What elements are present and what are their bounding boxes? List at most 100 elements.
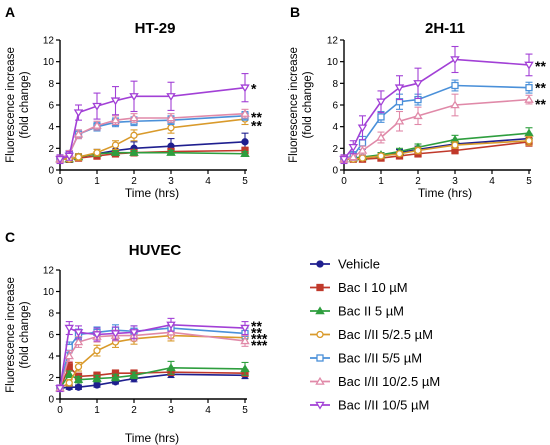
x-tick-label: 3 [168, 176, 174, 187]
data-point [93, 149, 101, 157]
data-point [73, 374, 84, 383]
data-point [73, 329, 84, 338]
x-axis-label: Time (hrs) [125, 186, 179, 200]
data-point [55, 384, 65, 393]
legend-item-bac-i-ii-10-5-m: Bac I/II 10/5 µM [310, 398, 429, 413]
legend-label: Bac I/II 10/5 µM [338, 398, 429, 413]
legend-marker [315, 306, 325, 315]
legend-label: Bac I/II 5/5 µM [338, 351, 422, 366]
data-point [395, 150, 404, 158]
series-bac-i-ii-5-5-m [340, 79, 533, 163]
legend-item-bac-i-ii-5-5-m: Bac I/II 5/5 µM [310, 351, 422, 366]
data-point [348, 152, 358, 161]
legend: Vehicle Bac I 10 µM Bac II 5 µM Bac I/II 5/… [310, 257, 440, 413]
x-tick-label: 0 [341, 176, 347, 187]
y-tick-label: 4 [48, 352, 54, 363]
legend-label: Bac I 10 µM [338, 280, 408, 295]
data-point [110, 330, 121, 339]
data-point [129, 370, 139, 379]
data-point [92, 120, 102, 129]
data-point [64, 369, 74, 378]
series-line [59, 334, 246, 389]
series-line [59, 365, 246, 389]
data-point [348, 143, 358, 152]
data-point [166, 93, 176, 101]
chart-title: 2H-11 [425, 20, 465, 37]
data-point [414, 146, 422, 155]
x-tick-label: 1 [94, 405, 100, 416]
data-point [64, 324, 74, 333]
y-tick-label: 10 [43, 287, 55, 298]
y-axis-label-line: Fluorescence increase [5, 47, 17, 163]
significance-annotation: ** [251, 324, 262, 340]
data-point [129, 148, 139, 156]
data-point [524, 128, 534, 137]
data-point [110, 115, 121, 124]
data-point [240, 336, 250, 345]
data-point [74, 363, 83, 371]
x-tick-label: 3 [452, 176, 458, 187]
x-tick-label: 4 [489, 176, 495, 187]
data-point [92, 331, 102, 340]
data-point [240, 84, 250, 93]
data-point [240, 324, 250, 333]
data-point [73, 129, 84, 138]
data-point [240, 149, 250, 158]
x-tick-label: 5 [242, 176, 248, 187]
y-tick-label: 0 [48, 166, 54, 177]
data-point [451, 81, 459, 90]
data-point [525, 137, 533, 145]
legend-marker [316, 260, 324, 268]
data-point [110, 372, 121, 381]
panel-letter: A [5, 4, 15, 20]
data-point [73, 109, 84, 118]
panel-letter: C [5, 229, 15, 245]
data-point [377, 152, 385, 160]
data-point [377, 113, 385, 121]
y-tick-label: 2 [48, 144, 54, 155]
x-tick-label: 5 [526, 176, 532, 187]
legend-item-bac-i-ii-10-2-5-m: Bac I/II 10/2.5 µM [310, 374, 440, 389]
x-tick-label: 1 [94, 176, 100, 187]
data-point [74, 383, 83, 391]
significance-annotation: ** [251, 109, 262, 125]
legend-marker [315, 401, 325, 410]
x-tick-label: 2 [415, 176, 421, 187]
series-bac-i-ii-10-5-m [55, 73, 250, 165]
data-point [92, 373, 102, 382]
data-point [74, 153, 83, 161]
data-point [524, 61, 534, 70]
significance-annotation: ** [535, 58, 546, 74]
data-point [129, 113, 139, 122]
data-point [167, 124, 175, 132]
data-point [73, 337, 84, 346]
series-line [59, 367, 246, 389]
y-axis-label: Fluorescence increase (fold change) [5, 277, 31, 393]
y-tick-label: 2 [332, 144, 338, 155]
data-point [92, 102, 102, 111]
y-tick-label: 4 [48, 122, 54, 133]
data-point [110, 148, 121, 156]
series-line [59, 331, 246, 389]
data-point [240, 364, 250, 373]
data-point [525, 84, 533, 92]
y-tick-label: 2 [48, 373, 54, 384]
panel-huvec: C HUVEC Fluorescence increase (fold change)… [5, 229, 268, 445]
data-point [166, 113, 176, 122]
significance-annotation: *** [251, 337, 268, 353]
y-tick-label: 8 [48, 79, 54, 90]
legend-marker [316, 354, 324, 362]
y-tick-label: 0 [332, 166, 338, 177]
y-tick-label: 12 [43, 36, 55, 47]
y-tick-label: 10 [43, 57, 55, 68]
x-axis-label: Time (hrs) [125, 431, 179, 445]
data-point [358, 139, 367, 147]
significance-annotation: ** [251, 118, 262, 134]
significance-annotation: ** [535, 96, 546, 112]
y-tick-label: 6 [48, 330, 54, 341]
data-point [413, 80, 423, 88]
panel-ht-29: A HT-29 Fluorescence increase (fold change)… [5, 4, 262, 200]
y-tick-label: 0 [48, 395, 54, 406]
data-point [450, 100, 460, 109]
